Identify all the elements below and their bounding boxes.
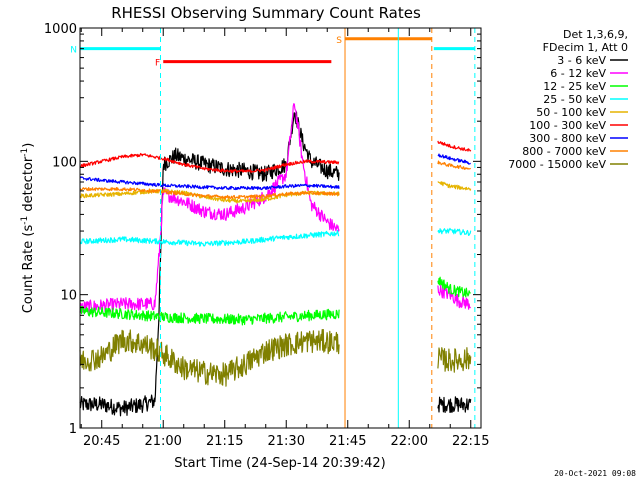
series-line-3-6-kev-seg-1: [437, 396, 472, 413]
plot-area: [79, 103, 472, 417]
y-axis-label-mid: detector: [21, 156, 36, 216]
x-tick-label-2: 21:15: [206, 434, 243, 449]
series-line-800-7000-kev-seg-0: [79, 187, 340, 200]
y-axis-label-sup2: -1: [20, 148, 30, 157]
interval-label-n: N: [70, 46, 77, 56]
y-tick-label-2: 100: [52, 155, 77, 170]
x-tick-label-1: 21:00: [144, 434, 181, 449]
legend-label-6-12-kev: 6 - 12 keV: [550, 67, 606, 80]
legend-label-3-6-kev: 3 - 6 keV: [557, 54, 606, 67]
series-line-50-100-kev-seg-1: [437, 181, 472, 191]
series-line-12-25-kev-seg-1: [437, 276, 471, 298]
x-tick-label-4: 21:45: [329, 434, 366, 449]
x-tick-label-5: 22:00: [391, 434, 428, 449]
legend-label-25-50-kev: 25 - 50 keV: [543, 93, 606, 106]
interval-markers: [160, 28, 476, 428]
legend-label-800-7000-kev: 800 - 7000 keV: [522, 145, 606, 158]
legend-label-100-300-kev: 100 - 300 keV: [529, 119, 606, 132]
y-axis-label-end: ): [21, 143, 36, 148]
series-line-100-300-kev-seg-0: [79, 152, 340, 174]
series-line-300-800-kev-seg-0: [79, 176, 340, 191]
chart-title: RHESSI Observing Summary Count Rates: [111, 4, 421, 22]
series-line-300-800-kev-seg-1: [437, 153, 471, 165]
legend-header-1: FDecim 1, Att 0: [543, 41, 628, 54]
series-line-7000-15000-kev-seg-1: [437, 347, 472, 373]
interval-label-f: F: [155, 59, 160, 69]
y-axis-label-sup1: -1: [20, 216, 30, 225]
series-line-3-6-kev-seg-0: [79, 111, 340, 417]
series-line-800-7000-kev-seg-1: [437, 160, 472, 170]
plot-frame: [79, 27, 482, 429]
series-line-12-25-kev-seg-0: [79, 305, 340, 326]
series-line-6-12-kev-seg-1: [437, 284, 472, 310]
x-tick-label-0: 20:45: [83, 434, 120, 449]
series-line-7000-15000-kev-seg-0: [79, 329, 340, 387]
footer-timestamp: 20-Oct-2021 09:08: [554, 469, 636, 478]
legend-label-12-25-kev: 12 - 25 keV: [543, 80, 606, 93]
y-axis-label-main: Count Rate (s: [21, 225, 36, 314]
x-tick-label-6: 22:15: [452, 434, 489, 449]
series-line-6-12-kev-seg-0: [79, 103, 340, 314]
y-tick-label-3: 1000: [44, 22, 77, 37]
legend-header-0: Det 1,3,6,9,: [563, 28, 628, 41]
y-axis-label: Count Rate (s-1 detector-1): [20, 143, 36, 314]
y-tick-label-0: 1: [69, 422, 77, 437]
y-tick-label-1: 10: [60, 289, 77, 304]
x-axis-label: Start Time (24-Sep-14 20:39:42): [174, 456, 385, 471]
series-line-25-50-kev-seg-1: [437, 227, 472, 236]
interval-label-s: S: [336, 36, 342, 46]
legend-label-7000-15000-kev: 7000 - 15000 keV: [508, 158, 606, 171]
series-line-100-300-kev-seg-1: [437, 140, 472, 152]
x-axis: 20:45 21:00 21:15 21:30 21:45 22:00 22:15: [80, 28, 489, 449]
legend-label-300-800-kev: 300 - 800 keV: [529, 132, 606, 145]
y-axis: 1 10 100 1000: [44, 22, 481, 437]
x-tick-label-3: 21:30: [268, 434, 305, 449]
interval-bars: N F S: [70, 36, 475, 69]
series-line-25-50-kev-seg-0: [79, 229, 340, 247]
legend-label-50-100-kev: 50 - 100 keV: [536, 106, 606, 119]
